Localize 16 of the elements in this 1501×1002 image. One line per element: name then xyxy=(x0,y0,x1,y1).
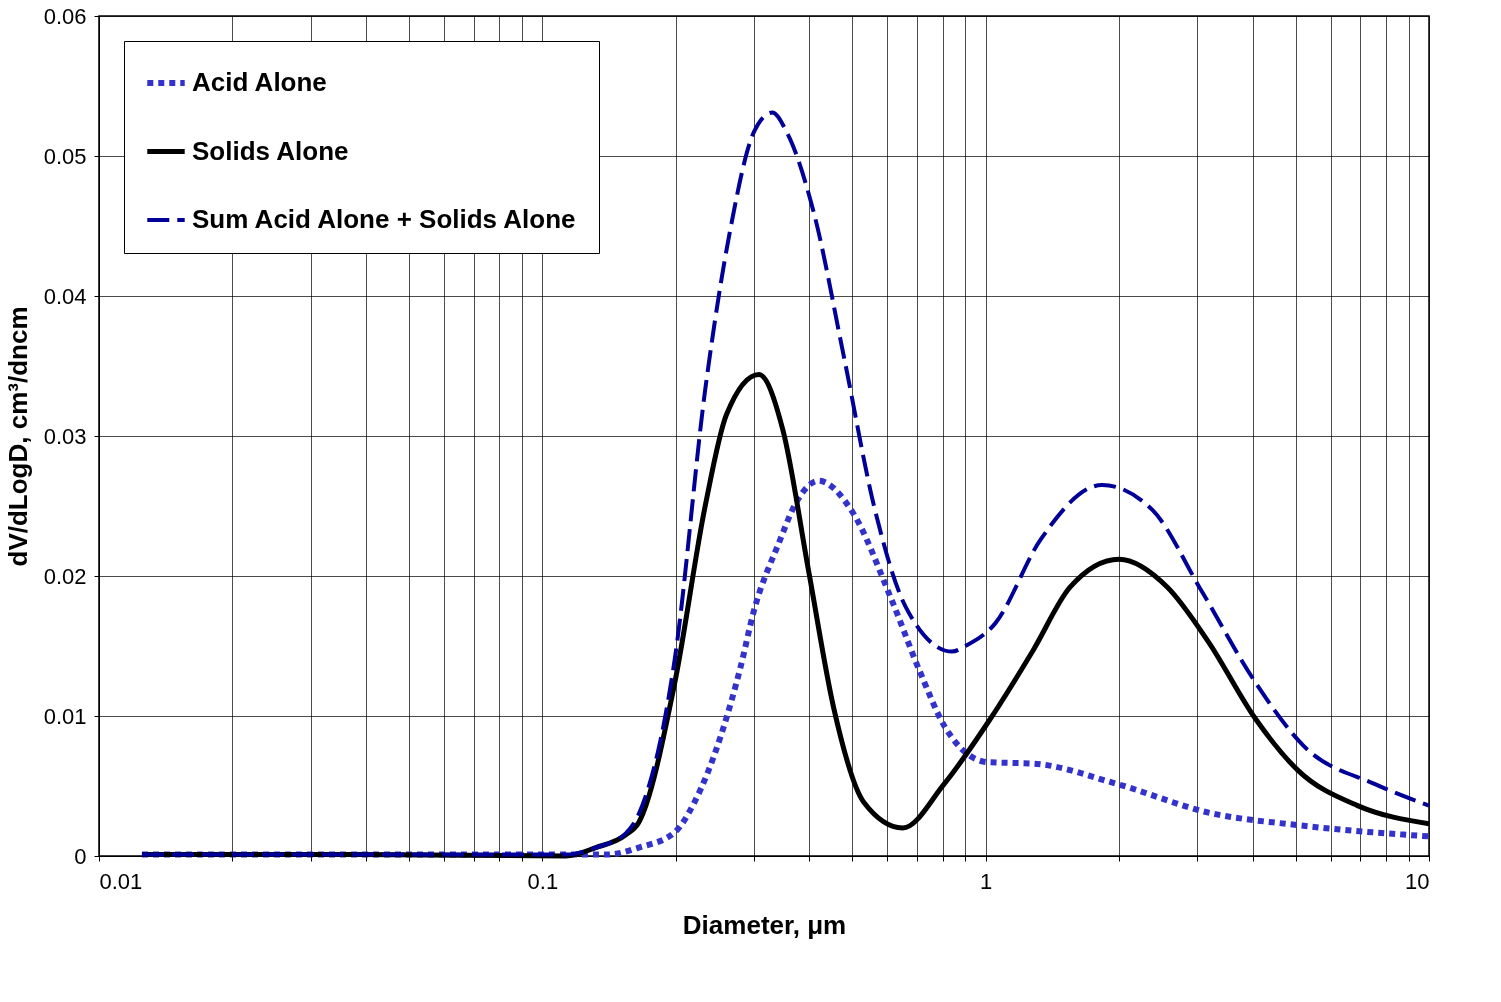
legend-label: Solids Alone xyxy=(192,135,349,166)
y-tick-label: 0.02 xyxy=(43,563,87,589)
x-tick-label: 0.01 xyxy=(99,868,143,894)
x-tick-label: 0.1 xyxy=(527,868,559,894)
legend-label: Acid Alone xyxy=(192,67,327,97)
y-tick-label: 0 xyxy=(74,843,87,869)
x-tick-label: 10 xyxy=(1405,868,1430,894)
legend-label: Sum Acid Alone + Solids Alone xyxy=(192,204,576,234)
y-axis-title: dV/dLogD, cm³/dncm xyxy=(2,306,33,567)
x-tick-label: 1 xyxy=(980,868,993,894)
y-tick-label: 0.05 xyxy=(43,143,87,169)
y-tick-label: 0.03 xyxy=(43,423,87,449)
y-tick-label: 0.04 xyxy=(43,283,87,309)
x-axis-title: Diameter, μm xyxy=(682,909,847,940)
y-tick-label: 0.01 xyxy=(43,703,87,729)
y-tick-label: 0.06 xyxy=(43,3,87,29)
